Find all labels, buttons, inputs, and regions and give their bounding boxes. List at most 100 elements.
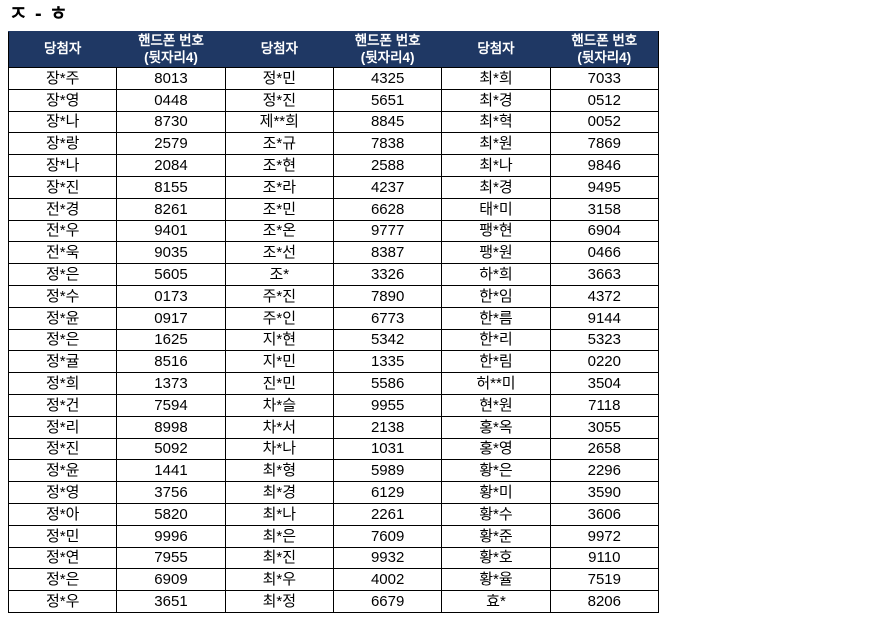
phone-digits-cell: 9495 xyxy=(549,175,659,199)
table-row: 정*영 3756 최*경 6129 황*미 3590 xyxy=(7,481,659,504)
winner-name-cell: 정*아 xyxy=(7,502,118,526)
phone-digits-cell: 1335 xyxy=(332,350,443,374)
winner-name-cell: 홍*옥 xyxy=(441,415,551,439)
phone-digits-cell: 8730 xyxy=(116,110,226,134)
winner-name-cell: 황*호 xyxy=(441,546,551,570)
phone-digits-cell: 5651 xyxy=(332,88,443,112)
phone-digits-cell: 9401 xyxy=(116,219,226,243)
phone-digits-cell: 9035 xyxy=(116,241,226,265)
winner-name-cell: 주*진 xyxy=(224,284,334,308)
table-row: 정*윤 1441 최*형 5989 황*은 2296 xyxy=(7,459,659,483)
phone-digits-cell: 2588 xyxy=(332,154,443,177)
header-phone-line2: (뒷자리4) xyxy=(360,49,415,65)
winner-name-cell: 최*경 xyxy=(224,481,334,504)
header-winner-3: 당첨자 xyxy=(441,31,551,68)
phone-digits-cell: 6773 xyxy=(332,306,443,330)
table-row: 장*진 8155 조*라 4237 최*경 9495 xyxy=(7,175,659,199)
header-phone-3: 핸드폰 번호 (뒷자리4) xyxy=(549,31,659,68)
phone-digits-cell: 3158 xyxy=(549,197,659,221)
winner-name-cell: 최*나 xyxy=(441,154,551,177)
phone-digits-cell: 0052 xyxy=(549,110,659,134)
header-phone-line1: 핸드폰 번호 xyxy=(138,32,204,48)
winner-name-cell: 정*건 xyxy=(7,393,118,417)
table-header: 당첨자 핸드폰 번호 (뒷자리4) 당첨자 핸드폰 번호 (뒷자리4) 당첨자 핸드… xyxy=(7,31,659,68)
winner-name-cell: 차*나 xyxy=(224,437,334,461)
winner-name-cell: 조*선 xyxy=(224,241,334,265)
winner-name-cell: 정*희 xyxy=(7,372,118,395)
winner-name-cell: 정*윤 xyxy=(7,459,118,483)
header-phone-1: 핸드폰 번호 (뒷자리4) xyxy=(116,31,226,68)
table-row: 장*주 8013 정*민 4325 최*희 7033 xyxy=(7,67,659,90)
header-phone-2: 핸드폰 번호 (뒷자리4) xyxy=(332,31,443,68)
table-header-row: 당첨자 핸드폰 번호 (뒷자리4) 당첨자 핸드폰 번호 (뒷자리4) 당첨자 핸드… xyxy=(7,31,659,68)
winner-name-cell: 한*리 xyxy=(441,328,551,352)
phone-digits-cell: 1625 xyxy=(116,328,226,352)
phone-digits-cell: 5323 xyxy=(549,328,659,352)
winner-name-cell: 태*미 xyxy=(441,197,551,221)
phone-digits-cell: 7033 xyxy=(549,67,659,90)
phone-digits-cell: 9846 xyxy=(549,154,659,177)
winner-name-cell: 조*라 xyxy=(224,175,334,199)
winner-name-cell: 최*혁 xyxy=(441,110,551,134)
winner-name-cell: 팽*원 xyxy=(441,241,551,265)
phone-digits-cell: 3756 xyxy=(116,481,226,504)
winner-name-cell: 정*리 xyxy=(7,415,118,439)
table-row: 정*귤 8516 지*민 1335 한*림 0220 xyxy=(7,350,659,374)
winner-name-cell: 장*영 xyxy=(7,88,118,112)
phone-digits-cell: 3326 xyxy=(332,263,443,286)
phone-digits-cell: 4237 xyxy=(332,175,443,199)
phone-digits-cell: 6129 xyxy=(332,481,443,504)
table-row: 정*아 5820 최*나 2261 황*수 3606 xyxy=(7,502,659,526)
header-phone-line1: 핸드폰 번호 xyxy=(571,32,638,48)
winner-name-cell: 현*원 xyxy=(441,393,551,417)
phone-digits-cell: 2261 xyxy=(332,502,443,526)
winner-name-cell: 정*민 xyxy=(7,524,118,548)
header-phone-line2: (뒷자리4) xyxy=(577,49,632,65)
winner-name-cell: 장*나 xyxy=(7,154,118,177)
phone-digits-cell: 9110 xyxy=(549,546,659,570)
phone-digits-cell: 5989 xyxy=(332,459,443,483)
winner-name-cell: 최*진 xyxy=(224,546,334,570)
winner-name-cell: 전*경 xyxy=(7,197,118,221)
phone-digits-cell: 7609 xyxy=(332,524,443,548)
table-row: 정*수 0173 주*진 7890 한*임 4372 xyxy=(7,284,659,308)
phone-digits-cell: 2658 xyxy=(549,437,659,461)
winner-name-cell: 장*랑 xyxy=(7,132,118,156)
phone-digits-cell: 3590 xyxy=(549,481,659,504)
winner-name-cell: 효* xyxy=(441,590,551,613)
phone-digits-cell: 2084 xyxy=(116,154,226,177)
winner-name-cell: 정*진 xyxy=(7,437,118,461)
phone-digits-cell: 0466 xyxy=(549,241,659,265)
phone-digits-cell: 7869 xyxy=(549,132,659,156)
phone-digits-cell: 7890 xyxy=(332,284,443,308)
winner-name-cell: 최*정 xyxy=(224,590,334,613)
phone-digits-cell: 7519 xyxy=(549,568,659,592)
phone-digits-cell: 0173 xyxy=(116,284,226,308)
header-phone-line2: (뒷자리4) xyxy=(144,49,198,65)
phone-digits-cell: 0220 xyxy=(549,350,659,374)
winner-name-cell: 최*희 xyxy=(441,67,551,90)
winner-name-cell: 정*민 xyxy=(224,67,334,90)
winner-name-cell: 제**희 xyxy=(224,110,334,134)
winner-name-cell: 최*형 xyxy=(224,459,334,483)
winner-name-cell: 하*희 xyxy=(441,263,551,286)
phone-digits-cell: 1031 xyxy=(332,437,443,461)
table-row: 전*우 9401 조*온 9777 팽*현 6904 xyxy=(7,219,659,243)
table-body: 장*주 8013 정*민 4325 최*희 7033 장*영 0448 정*진 5651 최*경 05… xyxy=(7,67,659,613)
table-row: 장*영 0448 정*진 5651 최*경 0512 xyxy=(7,88,659,112)
phone-digits-cell: 9144 xyxy=(549,306,659,330)
phone-digits-cell: 9955 xyxy=(332,393,443,417)
phone-digits-cell: 8998 xyxy=(116,415,226,439)
phone-digits-cell: 8387 xyxy=(332,241,443,265)
winner-name-cell: 지*현 xyxy=(224,328,334,352)
winner-name-cell: 한*임 xyxy=(441,284,551,308)
phone-digits-cell: 4372 xyxy=(549,284,659,308)
winner-name-cell: 지*민 xyxy=(224,350,334,374)
winner-name-cell: 최*나 xyxy=(224,502,334,526)
winner-name-cell: 정*윤 xyxy=(7,306,118,330)
phone-digits-cell: 2579 xyxy=(116,132,226,156)
table-row: 전*경 8261 조*민 6628 태*미 3158 xyxy=(7,197,659,221)
winner-name-cell: 최*경 xyxy=(441,88,551,112)
phone-digits-cell: 9996 xyxy=(116,524,226,548)
phone-digits-cell: 7594 xyxy=(116,393,226,417)
